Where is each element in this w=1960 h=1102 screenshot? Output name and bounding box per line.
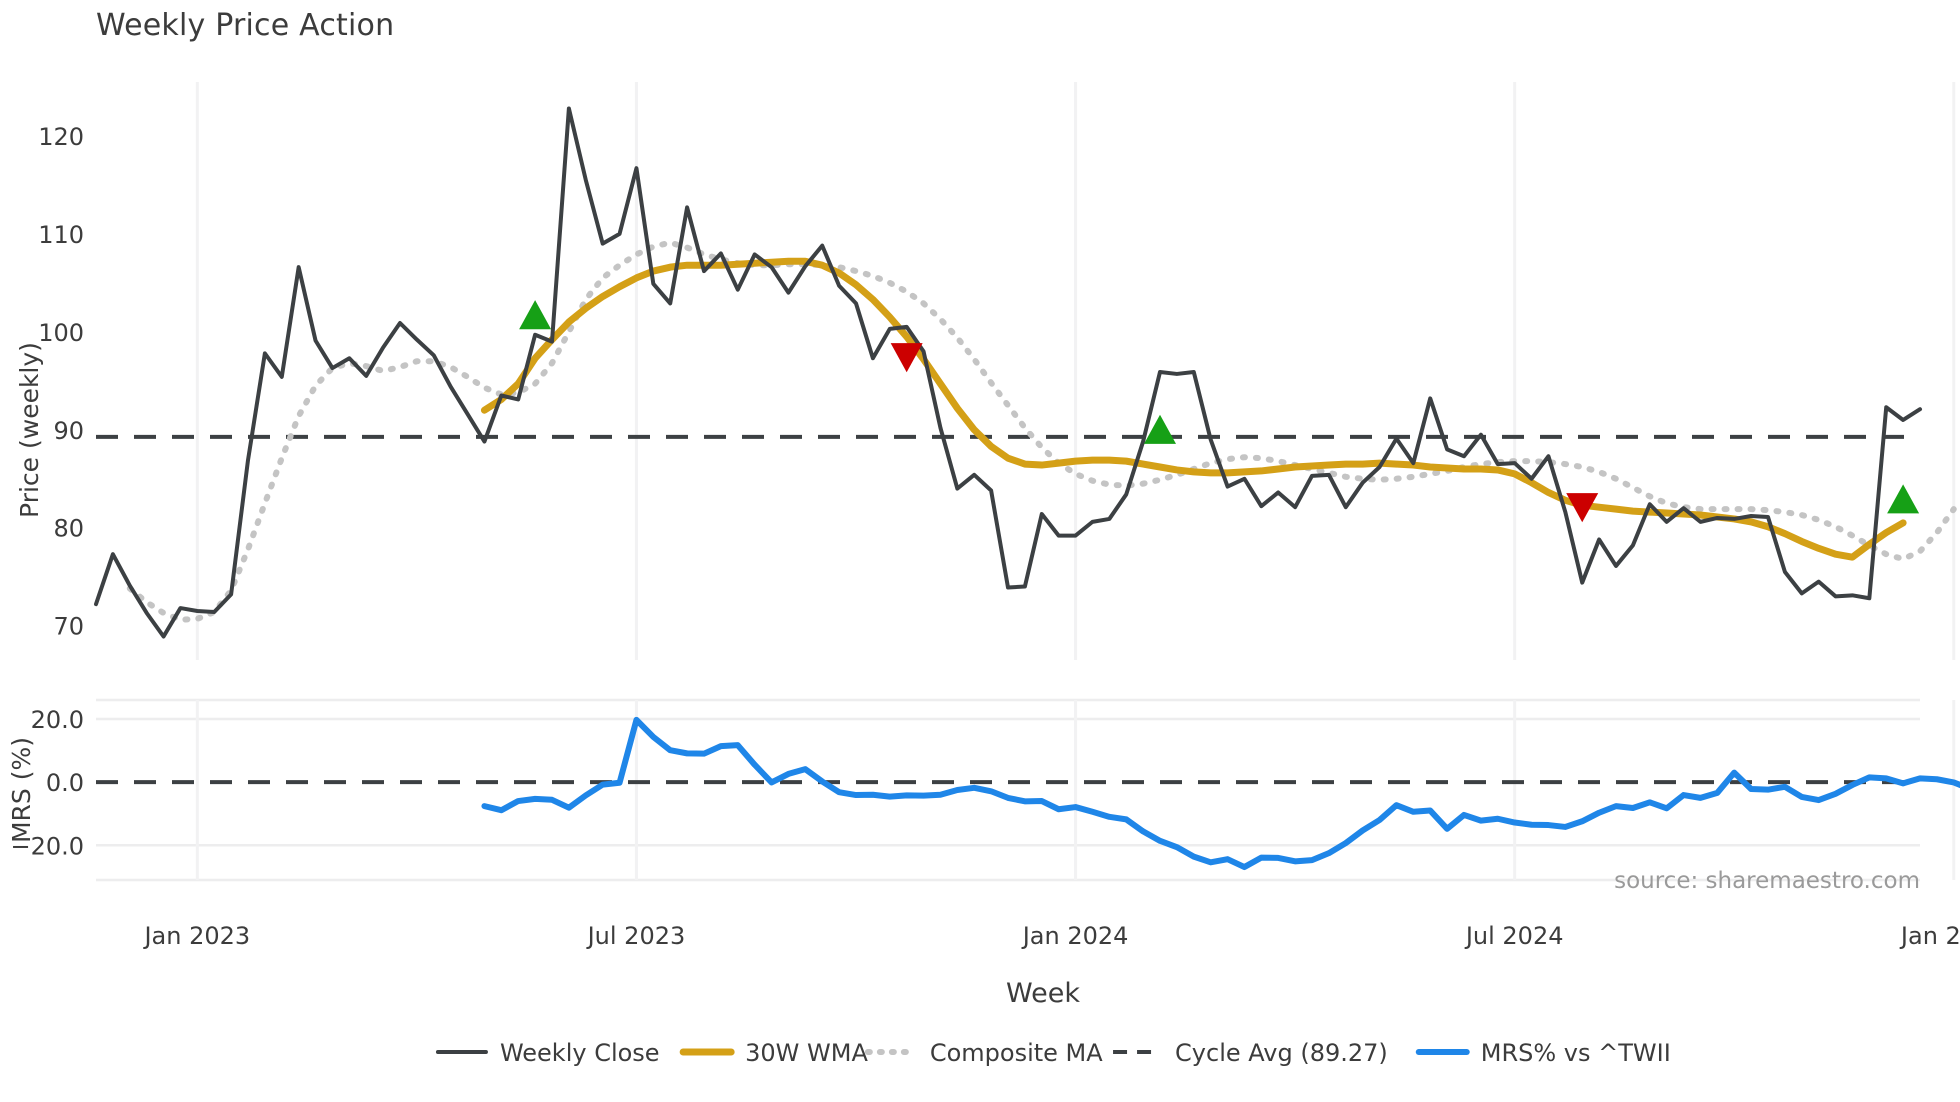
mrs-y-axis-ticks: 20.0 0.0 −20.0 <box>10 706 84 860</box>
page-title: Weekly Price Action <box>96 8 395 43</box>
signal-markers <box>519 300 1920 523</box>
x-axis-ticks: Jan 2023 Jul 2023 Jan 2024 Jul 2024 Jan 2025… <box>142 922 1960 950</box>
x-tick-label-3: Jul 2024 <box>1464 922 1564 950</box>
price-ytick-label-3: 100 <box>38 319 84 347</box>
price-ytick-label-0: 70 <box>53 613 84 641</box>
x-tick-label-2: Jan 2024 <box>1021 922 1129 950</box>
legend-label-2: Composite MA <box>930 1039 1103 1067</box>
wma-line <box>480 257 1907 561</box>
price-ytick-label-5: 120 <box>38 123 84 151</box>
mrs-ytick-label-1: 0.0 <box>46 769 84 797</box>
legend-label-0: Weekly Close <box>500 1039 660 1067</box>
price-axis-label: Price (weekly) <box>15 342 44 518</box>
mrs-axis-label: MRS (%) <box>7 737 36 843</box>
legend-item-0[interactable]: Weekly Close <box>435 1039 660 1067</box>
price-ytick-label-4: 110 <box>38 221 84 249</box>
sell-signal-marker-1 <box>890 343 923 373</box>
buy-signal-marker-2 <box>1144 414 1176 444</box>
price-y-axis-ticks: 70 80 90 100 110 120 <box>38 123 84 641</box>
chart-legend: Weekly Close 30W WMA Composite MA Cycle Avg… <box>435 1039 1671 1067</box>
x-tick-label-1: Jul 2023 <box>586 922 686 950</box>
legend-item-3[interactable]: Cycle Avg (89.27) <box>1113 1039 1388 1067</box>
composite-ma-line <box>126 239 1957 623</box>
price-gridlines <box>195 82 1956 660</box>
legend-item-1[interactable]: 30W WMA <box>679 1039 868 1067</box>
sell-signal-marker-3 <box>1566 493 1599 523</box>
price-ytick-label-1: 80 <box>53 515 84 543</box>
x-tick-label-4: Jan 2025 <box>1899 922 1960 950</box>
mrs-ytick-label-0: 20.0 <box>31 706 84 734</box>
price-ytick-label-2: 90 <box>53 417 84 445</box>
legend-label-3: Cycle Avg (89.27) <box>1175 1039 1388 1067</box>
legend-item-2[interactable]: Composite MA <box>864 1039 1103 1067</box>
weekly-close-line <box>94 106 1922 639</box>
legend-item-4[interactable]: MRS% vs ^TWII <box>1415 1039 1671 1067</box>
source-watermark: source: sharemaestro.com <box>1614 868 1920 894</box>
mrs-gridlines <box>96 698 1956 882</box>
buy-signal-marker-4 <box>1887 484 1920 514</box>
legend-label-1: 30W WMA <box>745 1039 868 1067</box>
x-axis-title: Week <box>1006 978 1080 1009</box>
buy-signal-marker-0 <box>519 300 552 330</box>
mrs-ytick-label-2: −20.0 <box>10 832 84 860</box>
legend-label-4: MRS% vs ^TWII <box>1481 1039 1671 1067</box>
mrs-line <box>481 716 1960 871</box>
x-tick-label-0: Jan 2023 <box>142 922 250 950</box>
